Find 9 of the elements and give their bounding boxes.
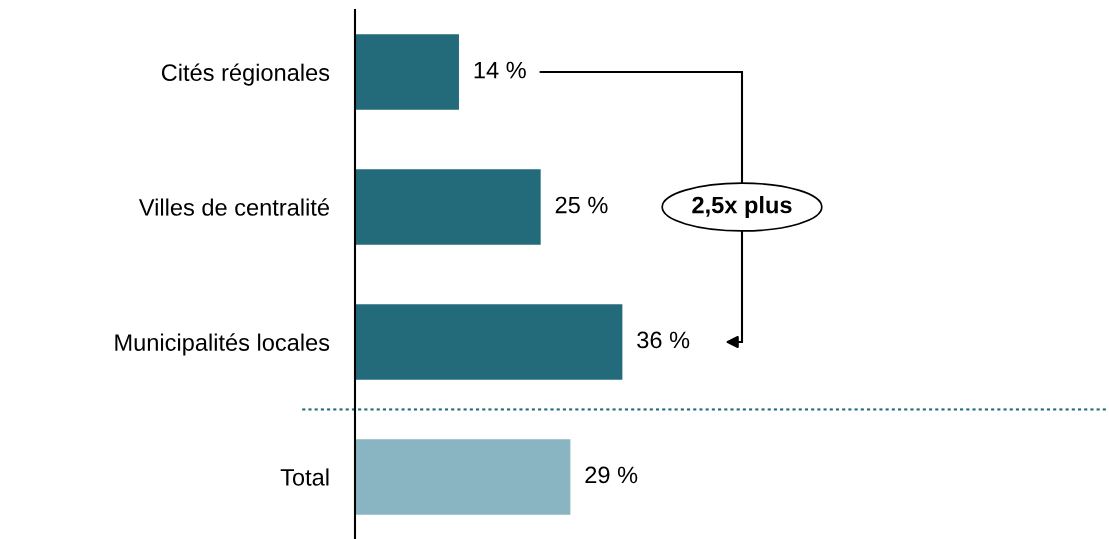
data-label: 14 %: [474, 61, 526, 79]
y-tick-label: Municipalités locales: [115, 333, 330, 356]
data-label: 36 %: [637, 331, 690, 349]
y-tick-label: Villes de centralité: [138, 198, 329, 216]
y-tick-label: Cités régionales: [161, 63, 330, 86]
text: 2,5x plus: [692, 196, 792, 219]
y-tick-label: Total: [280, 468, 329, 486]
data-label: 25 %: [555, 196, 608, 214]
data-label: 29 %: [585, 466, 638, 484]
